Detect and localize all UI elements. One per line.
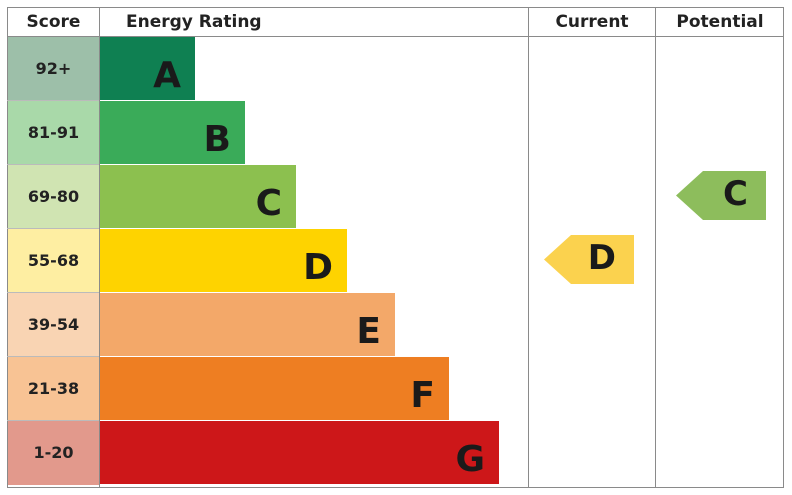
score-cell-g: 1-20 <box>8 421 99 485</box>
divider <box>7 164 99 165</box>
header-potential: Potential <box>676 12 764 32</box>
rating-bar-b: B <box>100 101 245 164</box>
score-cell-e: 39-54 <box>8 293 99 357</box>
rating-bar-e: E <box>100 293 395 356</box>
rating-letter: C <box>255 183 282 224</box>
rating-letter: B <box>203 119 231 160</box>
rating-letter: F <box>410 375 435 416</box>
potential-rating-letter: C <box>723 174 748 214</box>
divider <box>528 7 529 488</box>
header-score: Score <box>26 12 81 32</box>
divider <box>7 356 99 357</box>
rating-letter: E <box>356 311 381 352</box>
score-cell-b: 81-91 <box>8 101 99 165</box>
current-rating-letter: D <box>587 238 616 278</box>
score-cell-f: 21-38 <box>8 357 99 421</box>
rating-letter: A <box>153 55 181 96</box>
divider <box>655 7 656 488</box>
rating-letter: D <box>303 247 333 288</box>
chart-frame <box>7 7 784 488</box>
score-cell-c: 69-80 <box>8 165 99 229</box>
divider <box>99 7 100 488</box>
divider <box>7 36 784 37</box>
score-cell-d: 55-68 <box>8 229 99 293</box>
divider <box>7 228 99 229</box>
rating-bar-f: F <box>100 357 449 420</box>
score-cell-a: 92+ <box>8 37 99 101</box>
header-energy-rating: Energy Rating <box>126 12 262 32</box>
divider <box>7 420 99 421</box>
divider <box>7 292 99 293</box>
rating-bar-g: G <box>100 421 499 484</box>
rating-bar-c: C <box>100 165 296 228</box>
divider <box>7 100 99 101</box>
rating-bar-d: D <box>100 229 347 292</box>
rating-letter: G <box>455 439 485 480</box>
header-current: Current <box>555 12 629 32</box>
rating-bar-a: A <box>100 37 195 100</box>
